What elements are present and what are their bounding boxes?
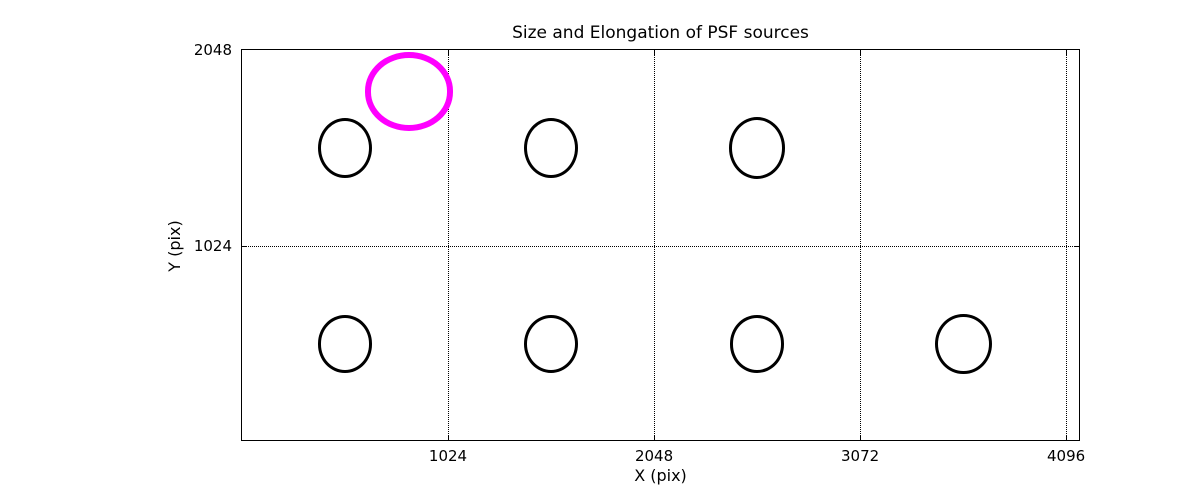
y-tick-label-1024: 1024 [193, 237, 232, 255]
plot-title: Size and Elongation of PSF sources [512, 23, 809, 43]
x-tick-mark-top-3072 [860, 50, 862, 55]
x-tick-mark-bottom-3072 [860, 435, 862, 440]
gridline-x-3072 [860, 50, 862, 440]
gridline-x-1024 [448, 50, 450, 440]
gridline-x-2048 [654, 50, 656, 440]
x-tick-label-3072: 3072 [840, 447, 880, 465]
psf-ellipse-6 [934, 313, 992, 375]
x-axis-label: X (pix) [634, 466, 687, 485]
plot-area: 1024 2048 3072 4096 1024 2048 [194, 41, 1085, 465]
x-tick-mark-bottom-2048 [654, 435, 656, 440]
x-tick-mark-bottom-1024 [448, 435, 450, 440]
x-tick-mark-top-1024 [448, 50, 450, 55]
y-tick-mark-left-1024 [242, 246, 247, 247]
psf-ellipse-3 [318, 315, 372, 373]
x-tick-label-1024: 1024 [428, 447, 468, 465]
highlight-ellipse [364, 52, 454, 131]
psf-ellipse-2 [729, 117, 786, 179]
y-tick-label-2048: 2048 [193, 41, 232, 59]
psf-ellipse-1 [523, 117, 579, 179]
psf-ellipse-0 [317, 117, 373, 179]
x-tick-label-4096: 4096 [1047, 447, 1086, 465]
psf-ellipse-5 [730, 315, 784, 373]
y-tick-mark-right-1024 [1074, 246, 1079, 247]
y-axis-label: Y (pix) [165, 220, 184, 272]
gridline-x-4096 [1066, 50, 1068, 440]
gridline-y-1024 [242, 246, 1079, 247]
x-tick-mark-top-2048 [654, 50, 656, 55]
x-tick-mark-bottom-4096 [1066, 435, 1068, 440]
psf-ellipse-4 [524, 315, 578, 373]
x-tick-mark-top-4096 [1066, 50, 1068, 55]
x-tick-label-2048: 2048 [634, 447, 674, 465]
